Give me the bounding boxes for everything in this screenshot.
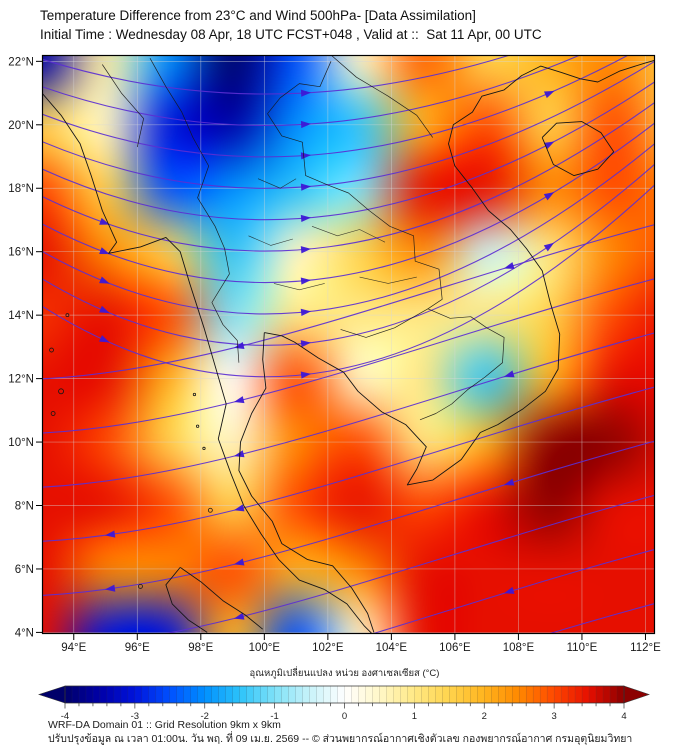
island-outline (58, 388, 64, 395)
colorbar-label: อุณหภูมิเปลี่ยนแปลง หน่วย องศาเซลเซียส (… (250, 666, 440, 679)
lon-tick-label: 102°E (312, 642, 344, 654)
plot-frame (41, 54, 656, 635)
island-outline (192, 392, 197, 397)
wind-arrow-icon (105, 639, 115, 646)
wind-arrow-icon (99, 217, 110, 225)
lat-tick-label: 14°N (8, 310, 34, 322)
colorbar-tick-label: -4 (61, 711, 69, 722)
lon-tick-label: 106°E (439, 642, 471, 654)
lon-tick-label: 96°E (125, 642, 150, 654)
footer-domain-info: WRF-DA Domain 01 :: Grid Resolution 9km … (48, 719, 281, 731)
wind-arrow-icon (503, 586, 515, 594)
wind-arrow-icon (543, 90, 555, 99)
island-outline (196, 424, 200, 428)
wind-arrow-icon (233, 612, 245, 620)
lat-tick-label: 16°N (8, 247, 34, 259)
colorbar-gradient (64, 685, 625, 704)
lon-tick-label: 112°E (630, 642, 661, 654)
lat-tick-label: 22°N (8, 56, 34, 68)
wind-arrow-icon (233, 341, 245, 349)
map-title: Temperature Difference from 23°C and Win… (40, 8, 476, 23)
island-outline (49, 347, 54, 353)
island-outline (65, 313, 70, 318)
island-outline (50, 411, 56, 416)
colorbar-right-arrow-icon (623, 685, 650, 704)
wind-arrow-icon (104, 584, 116, 592)
wind-arrow-icon (543, 242, 555, 252)
colorbar-tick-label: 3 (551, 711, 556, 722)
lon-tick-label: 104°E (376, 642, 408, 654)
island-outline (138, 584, 143, 589)
wind-arrow-icon (300, 277, 312, 285)
map-overlay-svg: 22°N 20°N 18°N 16°N 14°N 12°N 10°N 8°N 6°N 4°N 94°… (8, 40, 661, 654)
lon-tick-label: 98°E (188, 642, 213, 654)
colorbar-tick-label: 2 (482, 711, 487, 722)
lat-tick-label: 4°N (15, 627, 34, 639)
island-outline (207, 507, 213, 513)
lat-tick-label: 18°N (8, 183, 34, 195)
wind-arrow-icon (99, 247, 110, 255)
lon-tick-label: 94°E (61, 642, 86, 654)
wind-arrow-icon (233, 558, 245, 566)
wind-streamlines (42, 40, 655, 646)
wind-arrow-icon (300, 340, 312, 348)
lat-tick-label: 12°N (8, 374, 34, 386)
colorbar-tick-label: 1 (412, 711, 417, 722)
wind-arrow-icon (300, 308, 312, 316)
wind-arrow-icon (300, 246, 312, 254)
axes: 22°N 20°N 18°N 16°N 14°N 12°N 10°N 8°N 6°N 4°N 94°… (8, 56, 661, 654)
wind-arrow-icon (99, 335, 110, 343)
colorbar-tick-label: -2 (201, 711, 209, 722)
wind-arrow-icon (233, 396, 245, 404)
map-subtitle: Initial Time : Wednesday 08 Apr, 18 UTC … (40, 27, 542, 42)
colorbar-svg: อุณหภูมิเปลี่ยนแปลง หน่วย องศาเซลเซียส (… (38, 666, 650, 722)
wind-arrow-icon (300, 371, 312, 379)
lat-tick-label: 8°N (15, 501, 34, 513)
title-block: Temperature Difference from 23°C and Win… (40, 6, 542, 44)
lon-tick-label: 100°E (249, 642, 281, 654)
colorbar-ticks: -4 -3 -2 -1 0 1 2 3 4 (61, 703, 627, 722)
wind-arrow-icon (543, 192, 555, 201)
lat-tick-label: 10°N (8, 437, 34, 449)
footer-update-info: ปรับปรุงข้อมูล ณ เวลา 01:00น. วัน พฤ. ที… (48, 732, 633, 745)
colorbar-tick-label: -1 (270, 711, 278, 722)
colorbar-tick-label: 0 (342, 711, 347, 722)
wind-arrow-icon (503, 262, 515, 269)
lat-tick-label: 20°N (8, 120, 34, 132)
wind-arrow-icon (503, 370, 515, 378)
colorbar-left-arrow-icon (38, 685, 66, 704)
wind-arrow-icon (544, 40, 555, 47)
wind-arrow-icon (99, 305, 110, 314)
wind-arrow-icon (300, 152, 312, 160)
colorbar-tick-label: 4 (621, 711, 626, 722)
wind-arrow-icon (503, 478, 515, 486)
lon-tick-label: 110°E (567, 642, 598, 654)
wind-arrow-icon (300, 120, 312, 129)
wind-arrow-icon (233, 450, 245, 458)
coastlines (42, 55, 655, 634)
lat-tick-label: 6°N (15, 564, 34, 576)
wind-arrow-icon (233, 504, 245, 512)
wind-arrow-icon (300, 89, 312, 97)
island-outline (202, 446, 206, 451)
colorbar-tick-label: -3 (131, 711, 139, 722)
wind-arrow-icon (300, 183, 312, 191)
wind-arrow-icon (300, 214, 312, 223)
footer-block: WRF-DA Domain 01 :: Grid Resolution 9km … (48, 719, 632, 746)
wind-arrow-icon (104, 530, 116, 538)
wind-arrow-icon (99, 276, 110, 284)
lon-tick-label: 108°E (503, 642, 535, 654)
